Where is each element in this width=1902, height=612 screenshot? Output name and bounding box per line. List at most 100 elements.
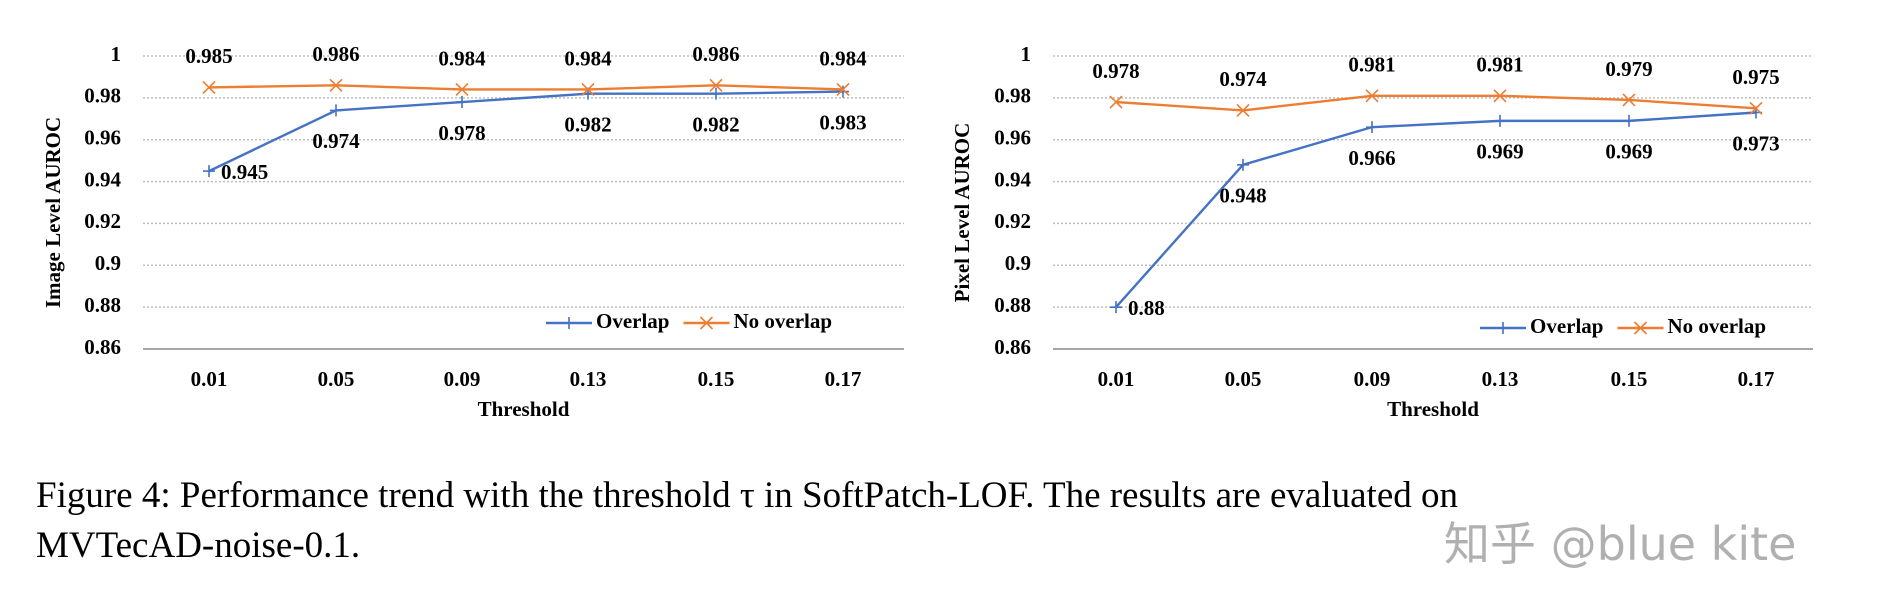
series-overlap: 0.945 0.974 0.978 0.982 0.982 0.983 <box>203 85 867 184</box>
x-tick-label: 0.09 <box>1354 367 1391 391</box>
plus-marker <box>1110 301 1122 314</box>
caption-line-2: MVTecAD-noise-0.1. <box>36 525 361 566</box>
plus-marker <box>330 104 342 117</box>
y-tick-label: 0.86 <box>84 335 121 359</box>
plus-marker <box>1237 158 1249 171</box>
plus-marker <box>1623 114 1635 127</box>
y-axis-label: Pixel Level AUROC <box>950 123 974 303</box>
caption-line-1: Figure 4: Performance trend with the thr… <box>36 475 1459 516</box>
x-marker <box>1236 103 1250 117</box>
series-line <box>208 84 844 91</box>
data-label: 0.981 <box>1476 53 1523 77</box>
y-tick-label: 0.92 <box>994 209 1031 233</box>
x-tick-label: 0.15 <box>1611 367 1648 391</box>
chart-1: 0.86 0.88 0.9 0.92 0.94 0.96 0.98 1 0.01 0.05 0.09… <box>41 42 904 421</box>
x-marker <box>699 316 714 330</box>
plus-marker <box>1494 114 1506 127</box>
legend-label: No overlap <box>734 309 833 333</box>
y-tick-label: 0.94 <box>994 167 1031 191</box>
series-line <box>208 90 844 173</box>
x-marker <box>581 82 595 97</box>
x-marker <box>202 80 216 94</box>
x-tick-label: 0.01 <box>191 367 228 391</box>
x-marker <box>1633 321 1648 335</box>
legend-label: Overlap <box>1530 314 1604 338</box>
plus-marker <box>837 85 849 98</box>
data-label: 0.979 <box>1605 57 1652 81</box>
data-label: 0.969 <box>1476 140 1523 164</box>
data-label: 0.966 <box>1348 146 1395 170</box>
legend-item: Overlap <box>546 309 670 333</box>
data-label: 0.984 <box>819 46 867 70</box>
x-marker <box>1109 95 1123 109</box>
data-label: 0.975 <box>1732 65 1779 89</box>
y-tick-label: 1 <box>111 42 122 66</box>
data-label: 0.982 <box>564 112 611 136</box>
x-tick-label: 0.15 <box>698 367 735 391</box>
x-marker <box>1749 101 1763 115</box>
x-tick-label: 0.05 <box>1225 367 1262 391</box>
x-axis-label: Threshold <box>1387 397 1479 421</box>
y-tick-label: 0.88 <box>994 293 1031 317</box>
y-tick-label: 0.96 <box>84 126 121 150</box>
x-tick-label: 0.13 <box>1482 367 1519 391</box>
y-tick-label: 0.94 <box>84 167 121 191</box>
legend: Overlap No overlap <box>546 309 832 333</box>
series-line <box>1115 94 1757 112</box>
data-label: 0.974 <box>312 129 360 153</box>
y-tick-label: 0.98 <box>994 84 1031 108</box>
data-label: 0.978 <box>438 121 485 145</box>
data-label: 0.978 <box>1092 59 1139 83</box>
y-tick-label: 0.98 <box>84 84 121 108</box>
legend-item: No overlap <box>683 309 833 333</box>
y-tick-label: 0.92 <box>84 209 121 233</box>
plus-marker <box>563 317 575 329</box>
data-label: 0.973 <box>1732 131 1779 155</box>
x-marker <box>455 82 469 97</box>
x-axis-label: Threshold <box>478 397 570 421</box>
plus-marker <box>1497 322 1509 334</box>
x-tick-label: 0.01 <box>1098 367 1135 391</box>
series-no-overlap: 0.978 0.974 0.981 0.981 0.979 0.975 <box>1092 53 1780 117</box>
data-label: 0.984 <box>564 46 612 70</box>
x-marker <box>329 78 343 92</box>
data-label: 0.986 <box>312 42 359 66</box>
y-tick-label: 0.88 <box>84 293 121 317</box>
y-tick-label: 0.9 <box>1005 251 1031 275</box>
x-marker <box>836 82 850 97</box>
x-tick-label: 0.17 <box>1738 367 1775 391</box>
x-marker <box>709 78 723 92</box>
data-label: 0.986 <box>692 42 739 66</box>
x-marker <box>1493 89 1507 103</box>
data-label: 0.981 <box>1348 53 1395 77</box>
x-tick-label: 0.09 <box>444 367 481 391</box>
data-label: 0.983 <box>819 110 866 134</box>
legend-item: Overlap <box>1480 314 1604 338</box>
data-label: 0.984 <box>438 46 486 70</box>
x-tick-label: 0.05 <box>318 367 355 391</box>
y-axis-label: Image Level AUROC <box>41 117 65 308</box>
data-label: 0.88 <box>1128 296 1165 320</box>
plus-marker <box>456 96 468 109</box>
x-marker <box>1622 93 1636 107</box>
legend: Overlap No overlap <box>1480 314 1766 338</box>
plus-marker <box>710 87 722 100</box>
data-label: 0.969 <box>1605 140 1652 164</box>
watermark: 知乎 @blue kite <box>1444 517 1797 571</box>
plus-marker <box>1366 121 1378 134</box>
data-label: 0.982 <box>692 112 739 136</box>
x-marker <box>1365 89 1379 103</box>
y-tick-label: 0.9 <box>95 251 121 275</box>
series-no-overlap: 0.985 0.986 0.984 0.984 0.986 0.984 <box>185 42 867 97</box>
data-label: 0.985 <box>185 44 232 68</box>
series-overlap: 0.88 0.948 0.966 0.969 0.969 0.973 <box>1110 106 1780 320</box>
legend-label: No overlap <box>1668 314 1767 338</box>
data-label: 0.974 <box>1219 67 1267 91</box>
legend-label: Overlap <box>596 309 670 333</box>
y-tick-label: 0.96 <box>994 126 1031 150</box>
y-tick-label: 1 <box>1021 42 1032 66</box>
plus-marker <box>203 165 215 178</box>
data-label: 0.948 <box>1219 184 1266 208</box>
